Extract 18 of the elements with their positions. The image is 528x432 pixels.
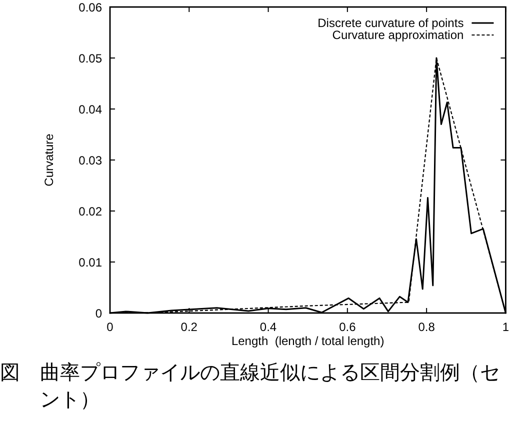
- y-tick-label: 0: [95, 306, 102, 320]
- x-tick-label: 0.2: [180, 320, 198, 334]
- y-tick-label: 0.02: [78, 204, 102, 218]
- x-tick-label: 0.6: [339, 320, 356, 334]
- text: 図 曲率プロファイルの直線近似による区間分割例（セント）: [0, 359, 501, 413]
- y-tick-label: 0.04: [78, 102, 102, 116]
- y-tick-label: 0.01: [78, 255, 102, 270]
- legend-label: Discrete curvature of points: [318, 16, 464, 30]
- y-tick-label: 0.05: [78, 51, 102, 66]
- y-tick-label: 0.06: [78, 0, 102, 14]
- x-axis-title: Length (length / total length): [231, 334, 384, 348]
- y-axis-title: Curvature: [42, 133, 56, 186]
- x-tick-label: 0: [106, 320, 114, 334]
- legend-label: Curvature approximation: [332, 28, 464, 42]
- x-tick-label: 0.4: [260, 320, 277, 334]
- x-tick-label: 0.8: [418, 320, 436, 334]
- y-tick-label: 0.03: [78, 153, 102, 168]
- x-tick-label: 1: [502, 320, 510, 334]
